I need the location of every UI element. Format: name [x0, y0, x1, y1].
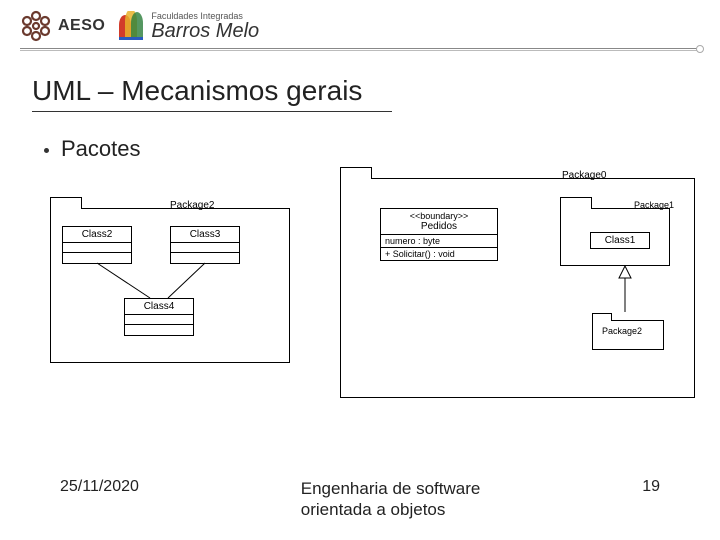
header-divider	[20, 48, 700, 51]
footer-line2: orientada a objetos	[301, 499, 481, 520]
flower-icon	[20, 10, 52, 42]
package-tab	[50, 197, 82, 209]
package-tab	[592, 313, 612, 321]
bm-title: Barros Melo	[151, 21, 259, 41]
class-ops	[125, 325, 193, 335]
package-tab	[560, 197, 592, 209]
footer-page: 19	[642, 478, 660, 521]
class-pedidos: <<boundary>> Pedidos numero : byte + Sol…	[380, 208, 498, 261]
arches-icon	[117, 11, 145, 41]
slide-title: UML – Mecanismos gerais	[0, 51, 720, 107]
footer-line1: Engenharia de software	[301, 478, 481, 499]
class-ops	[63, 253, 131, 263]
class-class3: Class3	[170, 226, 240, 264]
slide-footer: 25/11/2020 Engenharia de software orient…	[0, 478, 720, 521]
class-ops: + Solicitar() : void	[381, 248, 497, 260]
class-name: Class2	[63, 227, 131, 243]
class-name: Class4	[125, 299, 193, 315]
class-class4: Class4	[124, 298, 194, 336]
slide-header: AESO Faculdades Integradas Barros Melo	[0, 0, 720, 48]
package-inner1-label: Package1	[634, 200, 674, 210]
class-attrs	[63, 243, 131, 253]
class-attrs	[171, 243, 239, 253]
barros-melo-logo: Faculdades Integradas Barros Melo	[117, 11, 259, 41]
uml-canvas: Package2 Class2 Class3 Class4 Package0 <…	[0, 160, 720, 460]
package-inner2-label: Package2	[602, 326, 642, 336]
package-right-label: Package0	[562, 170, 606, 181]
class-class1: Class1	[590, 232, 650, 249]
class-name: Class1	[591, 233, 649, 248]
aeso-logo: AESO	[20, 10, 105, 42]
package-tab	[340, 167, 372, 179]
class-stereotype: <<boundary>>	[387, 211, 491, 221]
bullet-text: Pacotes	[61, 136, 141, 161]
footer-center: Engenharia de software orientada a objet…	[301, 478, 481, 521]
class-header: <<boundary>> Pedidos	[381, 209, 497, 235]
aeso-text: AESO	[58, 17, 105, 35]
bullet-item: Pacotes	[0, 112, 720, 162]
class-name: Pedidos	[387, 221, 491, 232]
class-attrs: numero : byte	[381, 235, 497, 248]
package-left-label: Package2	[170, 200, 214, 211]
class-attrs	[125, 315, 193, 325]
footer-date: 25/11/2020	[60, 478, 139, 521]
bullet-marker	[44, 148, 49, 153]
class-class2: Class2	[62, 226, 132, 264]
class-ops	[171, 253, 239, 263]
class-name: Class3	[171, 227, 239, 243]
